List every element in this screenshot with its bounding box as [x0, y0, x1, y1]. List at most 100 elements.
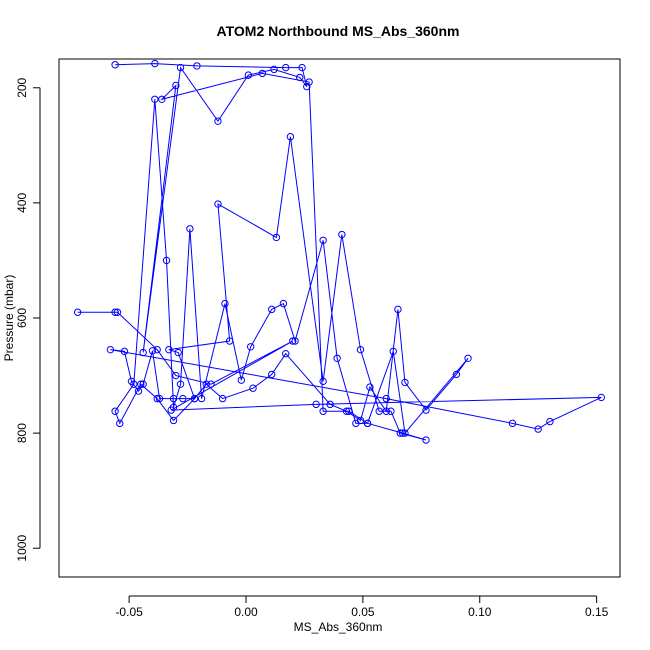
data-point: [396, 429, 404, 437]
data-point: [422, 436, 430, 444]
data-point: [382, 394, 390, 403]
data-point: [279, 299, 288, 308]
data-point: [366, 383, 374, 391]
data-point: [139, 380, 147, 388]
data-point: [268, 305, 276, 314]
data-point: [305, 78, 313, 86]
x-tick-label: 0.15: [585, 605, 609, 619]
data-point: [286, 133, 295, 141]
plot-frame: [58, 58, 621, 578]
data-point: [151, 59, 159, 68]
data-point: [303, 82, 311, 91]
x-tick-label: -0.05: [115, 605, 143, 619]
data-point: [153, 345, 161, 354]
y-tick-label: 1000: [15, 535, 29, 562]
data-point: [137, 380, 145, 388]
data-point: [155, 394, 164, 403]
data-point: [158, 95, 166, 103]
data-point: [218, 394, 227, 403]
data-point: [326, 400, 334, 409]
data-point: [282, 349, 290, 358]
data-point: [546, 417, 554, 426]
data-point: [148, 347, 157, 355]
data-point: [319, 377, 327, 386]
x-tick-label: 0.00: [234, 605, 258, 619]
data-point: [352, 419, 360, 428]
data-point: [534, 425, 542, 433]
data-point: [221, 299, 229, 308]
data-point: [312, 400, 320, 409]
data-point: [120, 347, 129, 356]
data-point: [268, 370, 276, 379]
data-point: [237, 376, 246, 384]
data-point: [174, 348, 182, 357]
data-point: [111, 61, 119, 69]
data-point: [214, 200, 222, 208]
data-point: [422, 406, 430, 414]
data-point: [291, 337, 299, 345]
data-point: [258, 69, 267, 78]
y-tick-label: 800: [15, 423, 29, 443]
data-point: [401, 378, 409, 387]
data-point: [464, 354, 472, 362]
data-point: [289, 337, 297, 345]
data-point: [106, 345, 115, 354]
data-point: [202, 380, 210, 388]
data-point: [319, 236, 327, 245]
data-point: [356, 345, 365, 354]
data-point: [176, 380, 185, 388]
data-point: [151, 95, 159, 103]
x-tick-label: 0.05: [351, 605, 375, 619]
data-point: [169, 416, 178, 425]
data-point: [387, 407, 395, 415]
data-point: [342, 407, 351, 415]
data-point: [179, 394, 187, 403]
data-point: [389, 347, 397, 356]
data-point: [162, 256, 171, 265]
data-point: [319, 407, 327, 415]
y-tick-label: 600: [15, 308, 29, 328]
data-point: [111, 407, 119, 415]
x-axis: -0.05 0.00 0.05 0.10 0.15: [115, 595, 609, 619]
data-point: [272, 233, 281, 242]
data-point: [394, 305, 402, 314]
data-point: [186, 225, 194, 233]
y-axis-label: Pressure (mbar): [2, 275, 16, 362]
data-point: [382, 407, 390, 415]
data-point: [153, 394, 161, 403]
data-point: [508, 419, 517, 428]
data-point: [249, 384, 257, 392]
data-point: [363, 419, 372, 428]
data-point: [176, 63, 185, 72]
data-point: [338, 230, 346, 239]
data-point: [296, 73, 304, 82]
data-point: [130, 380, 138, 388]
data-point: [172, 81, 180, 90]
y-tick-label: 200: [15, 77, 29, 97]
data-point: [113, 308, 122, 316]
data-point: [207, 380, 215, 388]
data-point: [298, 63, 306, 72]
data-point: [244, 71, 253, 79]
data-point: [111, 308, 119, 316]
chart-title: ATOM2 Northbound MS_Abs_360nm: [217, 23, 460, 39]
data-point: [74, 308, 82, 316]
data-point: [169, 394, 178, 403]
data-point: [345, 407, 353, 415]
data-point: [333, 354, 341, 362]
data-point: [401, 429, 409, 437]
data-point: [197, 394, 206, 403]
data-point: [452, 370, 461, 379]
data-point: [134, 387, 143, 395]
y-axis: 200 400 600 800 1000: [15, 77, 41, 562]
x-tick-label: 0.10: [468, 605, 492, 619]
data-point: [116, 419, 124, 428]
y-tick-label: 400: [15, 193, 29, 213]
series-line: [77, 63, 602, 441]
x-axis-label: MS_Abs_360nm: [294, 620, 383, 634]
data-point: [282, 63, 290, 72]
data-point: [214, 117, 222, 125]
data-point: [398, 429, 407, 437]
data-point: [375, 407, 383, 415]
